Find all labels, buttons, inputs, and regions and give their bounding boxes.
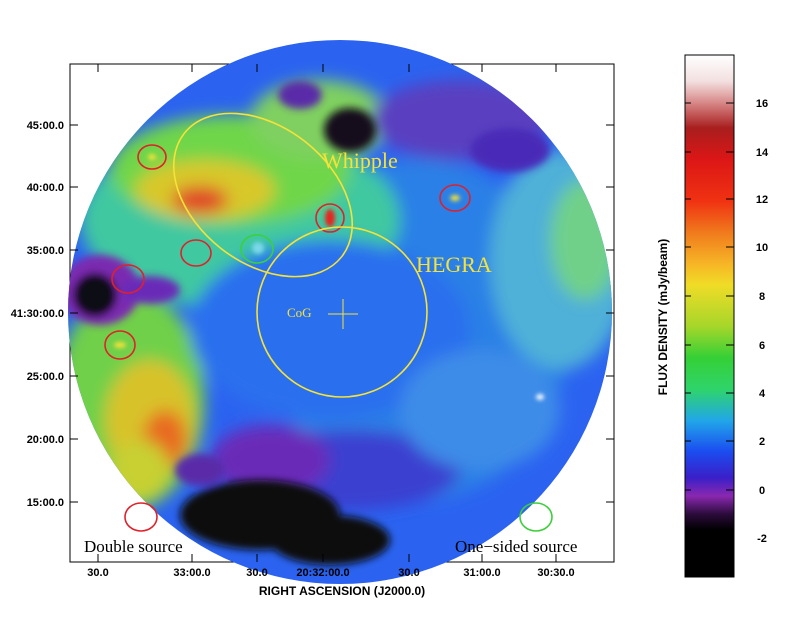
colorbar-tick-label: 0 <box>759 485 765 497</box>
colorbar-tick-label: 8 <box>759 291 765 303</box>
red-source-marker <box>111 264 145 294</box>
whipple-error-ellipse <box>172 112 354 278</box>
dec-tick-label: 15:00.0 <box>27 497 64 509</box>
ra-axis-ticks: 30.0 33:00.0 30.0 20:32:00.0 30.0 31:00.0 30:3… <box>87 64 575 579</box>
dec-tick-label: 40:00.0 <box>27 182 64 194</box>
colorbar-ticks: 16 14 12 10 8 6 4 2 0 -2 <box>685 98 769 545</box>
whipple-label: Whipple <box>322 148 398 173</box>
legend-one-sided-source-marker <box>519 502 553 532</box>
colorbar-tick-label: 12 <box>756 194 768 206</box>
colorbar-tick-label: -2 <box>757 533 767 545</box>
red-source-marker <box>315 203 345 233</box>
ra-tick-label: 33:00.0 <box>173 567 210 579</box>
dec-tick-label: 41:30:00.0 <box>11 308 64 320</box>
colorbar <box>684 54 735 578</box>
colorbar-tick-label: 2 <box>759 436 765 448</box>
ra-tick-label: 30.0 <box>246 567 267 579</box>
colorbar-tick-label: 6 <box>759 340 765 352</box>
double-source-label: Double source <box>84 537 183 556</box>
red-source-marker <box>180 239 212 267</box>
hegra-label: HEGRA <box>416 252 492 277</box>
green-source-marker <box>240 234 274 264</box>
ra-tick-label: 31:00.0 <box>463 567 500 579</box>
dec-tick-label: 20:00.0 <box>27 434 64 446</box>
x-axis-title: RIGHT ASCENSION (J2000.0) <box>259 584 425 598</box>
red-source-marker <box>439 184 471 212</box>
red-source-marker <box>104 330 136 360</box>
hegra-error-circle <box>256 226 428 398</box>
source-markers <box>104 144 553 532</box>
red-source-marker <box>137 144 167 170</box>
colorbar-tick-label: 4 <box>759 388 766 400</box>
legend-double-source-marker <box>124 502 158 532</box>
one-sided-source-label: One−sided source <box>455 537 577 556</box>
dec-tick-label: 25:00.0 <box>27 371 64 383</box>
ra-tick-label: 30.0 <box>398 567 419 579</box>
colorbar-tick-label: 10 <box>756 242 768 254</box>
colorbar-tick-label: 16 <box>756 98 768 110</box>
ra-tick-label: 30.0 <box>87 567 108 579</box>
colorbar-tick-label: 14 <box>756 147 769 159</box>
dec-tick-label: 35:00.0 <box>27 245 64 257</box>
ra-tick-label: 30:30.0 <box>537 567 574 579</box>
dec-tick-label: 45:00.0 <box>27 120 64 132</box>
cog-label: CoG <box>287 305 312 320</box>
ra-tick-label: 20:32:00.0 <box>296 567 349 579</box>
dec-axis-ticks: 45:00.0 40:00.0 35:00.0 41:30:00.0 25:00.0 20… <box>11 120 614 509</box>
colorbar-title: FLUX DENSITY (mJy/beam) <box>656 239 670 395</box>
